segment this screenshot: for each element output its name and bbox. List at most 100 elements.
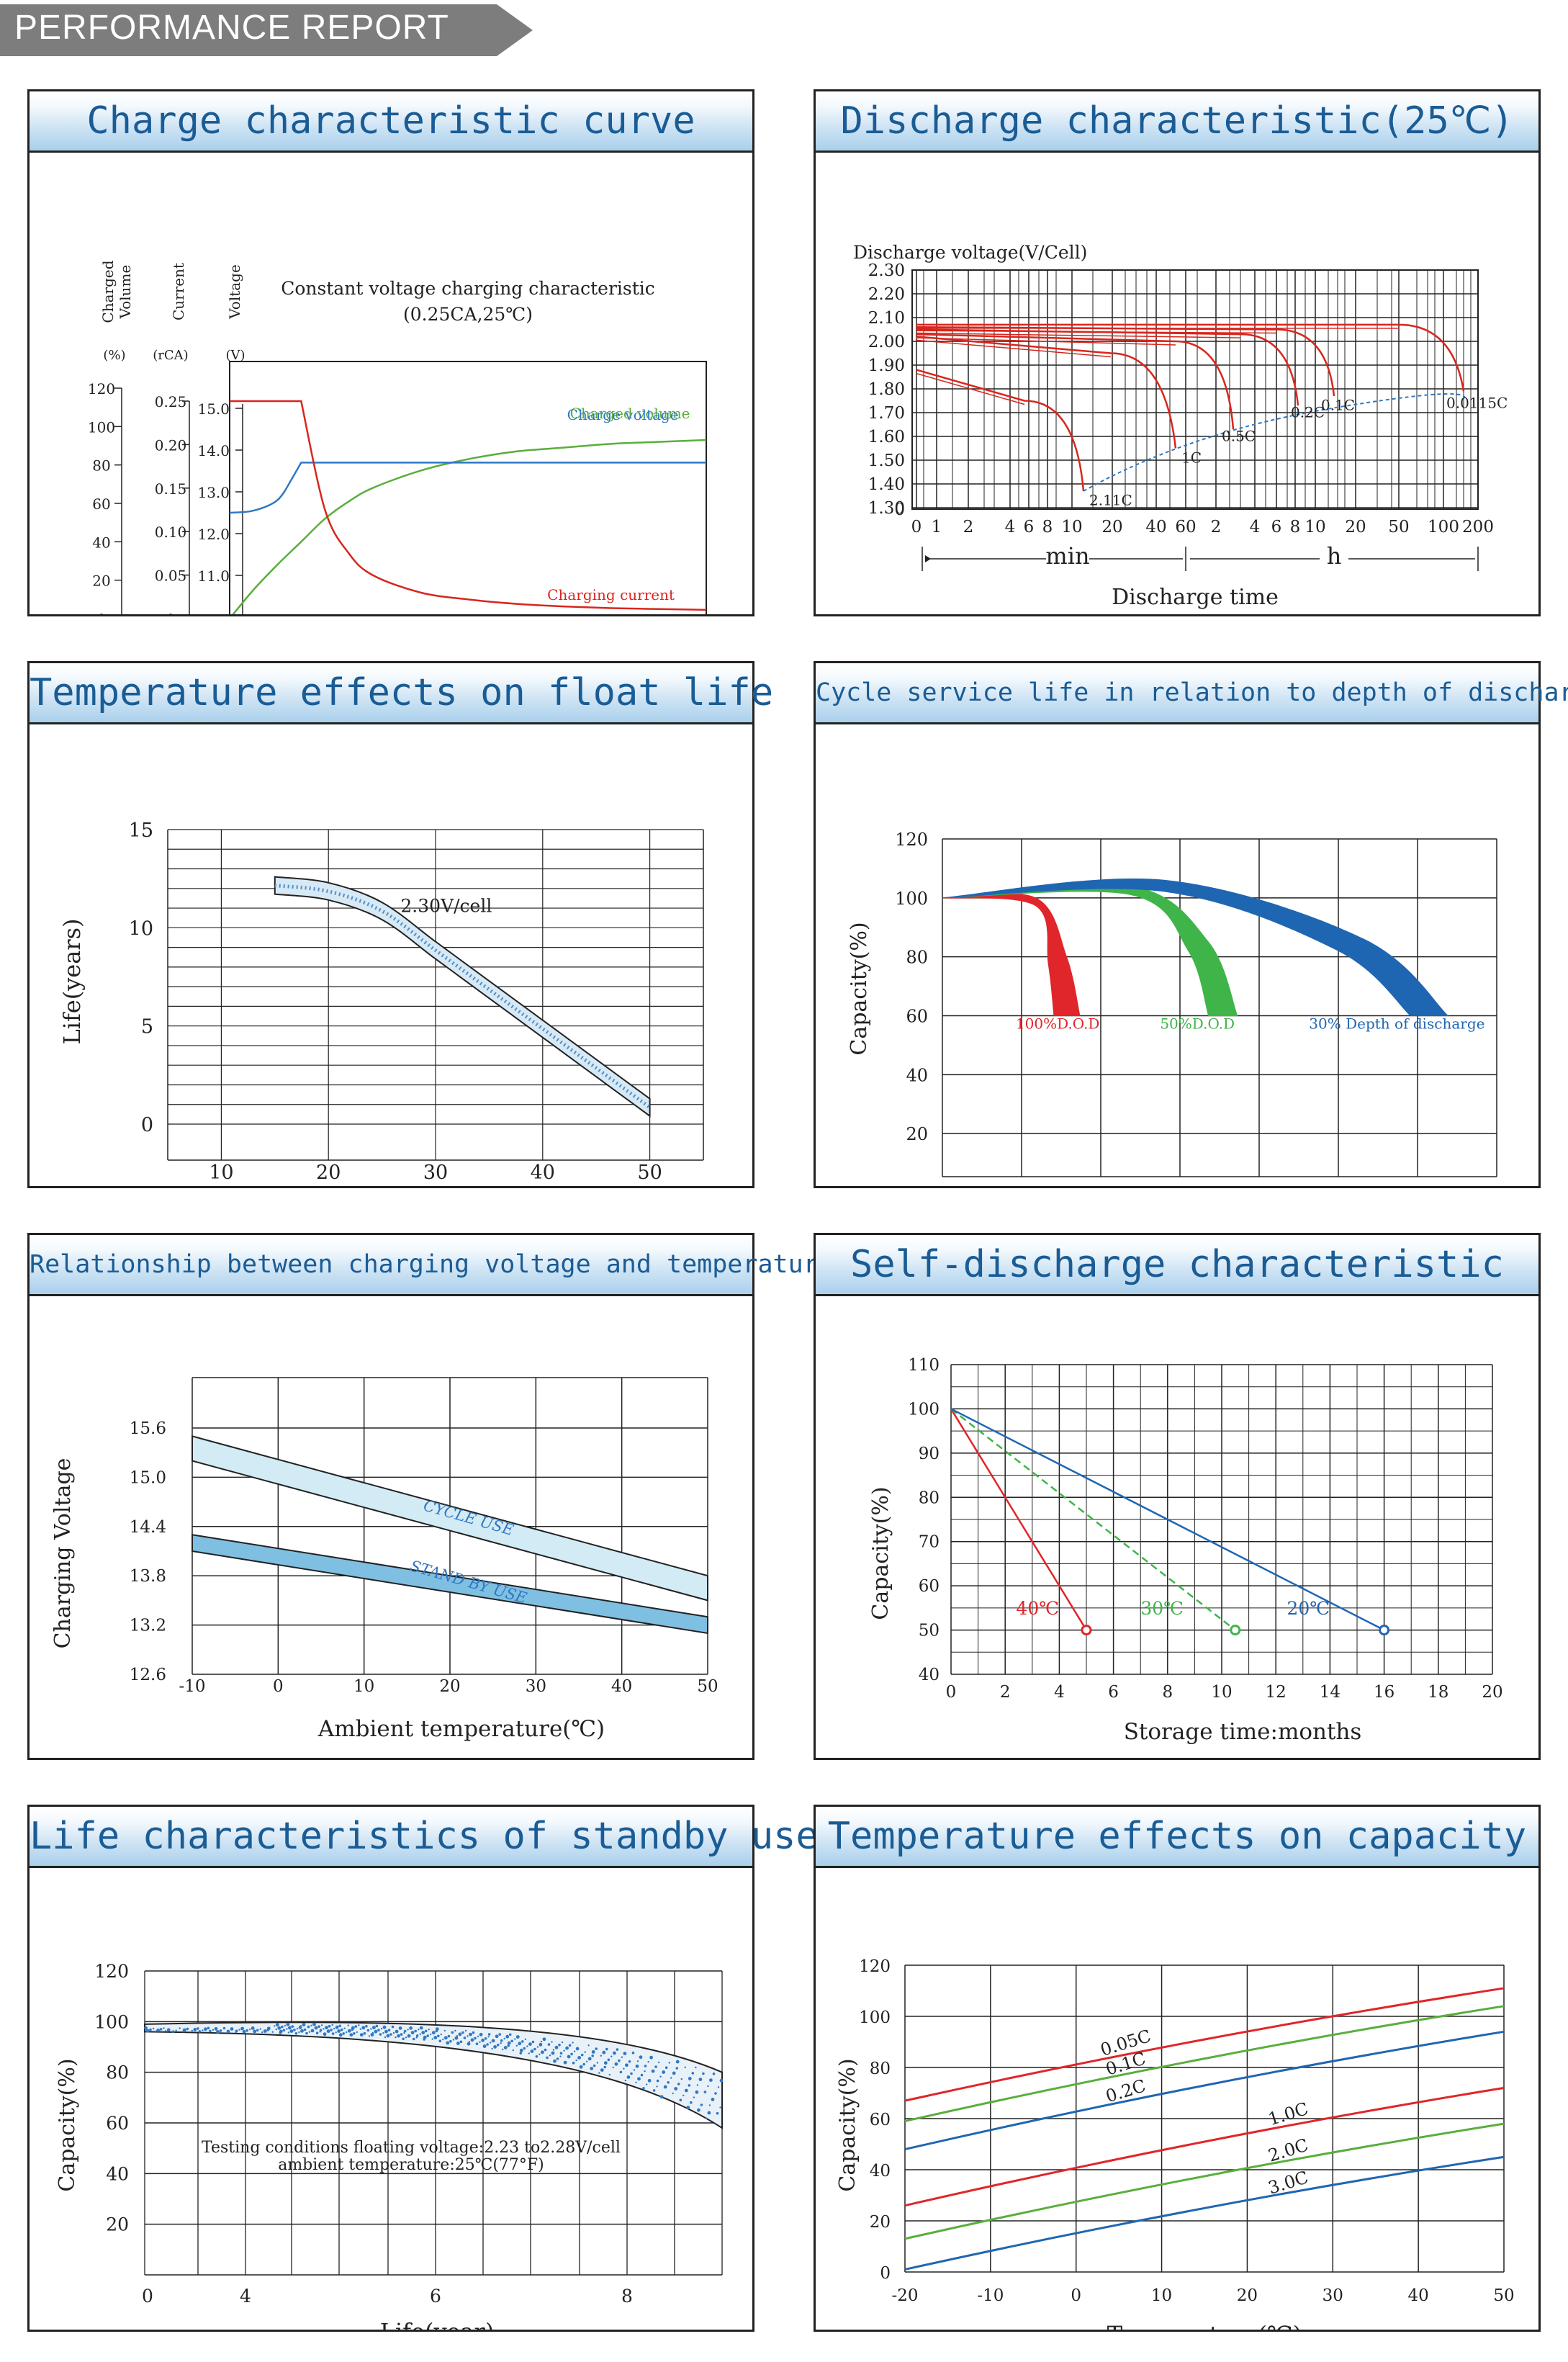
discharge-curve-4: [916, 325, 1335, 397]
x-tick-label: 10: [1305, 518, 1325, 536]
band-dot: [377, 2029, 380, 2031]
panel-discharge: Discharge characteristic(25℃) Discharge …: [814, 89, 1541, 616]
band-dot: [463, 2037, 467, 2039]
band-dot: [204, 2027, 207, 2031]
self-discharge-line-1: [950, 1408, 1236, 1631]
band-dot: [586, 2060, 588, 2062]
band-dot: [253, 2029, 257, 2034]
band-dot: [554, 2045, 559, 2049]
discharge-curve-3: [916, 328, 1299, 406]
x-axis-label: Ambient temperature(℃): [317, 1716, 605, 1742]
y-tick-label: 10: [129, 917, 153, 940]
y-axis-title: Charging Voltage: [50, 1458, 76, 1649]
band-dot: [319, 2029, 323, 2031]
band-dot: [400, 2033, 403, 2036]
band-dot: [628, 2060, 631, 2063]
band-dot: [635, 2081, 637, 2083]
x-tick-label: 6: [1108, 1683, 1119, 1702]
band-dot: [631, 2051, 635, 2055]
y-tick-label: 100: [94, 2011, 129, 2032]
y-tick-label: 11.0: [197, 567, 230, 585]
band-dot: [637, 2077, 641, 2081]
band-dot: [235, 2031, 237, 2034]
capacity-line-2: [904, 2030, 1505, 2151]
band-dot: [443, 2029, 446, 2032]
y-tick-label: 13.2: [130, 1617, 166, 1635]
band-dot: [323, 2028, 325, 2030]
y-tick-label: 60: [906, 1007, 928, 1027]
band-dot: [672, 2092, 674, 2095]
y-tick-label: 2.00: [868, 333, 905, 351]
band-dot: [664, 2066, 668, 2069]
band-dot: [608, 2073, 610, 2076]
band-dot: [277, 2026, 281, 2030]
band-dot: [621, 2056, 623, 2058]
axis-unit-current: (rCA): [153, 348, 188, 363]
panel-header: [30, 91, 752, 153]
band-dot: [437, 2034, 440, 2038]
curve-label: 0.0115C: [1446, 394, 1508, 411]
band-dot: [468, 2041, 471, 2043]
panel-title: Discharge characteristic(25℃): [840, 99, 1514, 143]
y-tick-label: 12.6: [130, 1666, 166, 1684]
band-dot: [514, 2038, 516, 2040]
x-tick-label: 200: [1462, 518, 1494, 536]
x-tick-label: -20: [891, 2286, 918, 2305]
band-dot: [242, 2030, 246, 2034]
band-dot: [449, 2039, 452, 2043]
band-dot: [481, 2038, 485, 2042]
band-dot: [697, 2108, 700, 2112]
band-dot: [359, 2028, 361, 2030]
band-dot: [216, 2030, 220, 2034]
band-dot: [384, 2036, 387, 2039]
band-dot: [505, 2034, 510, 2039]
band-dot: [209, 2029, 212, 2033]
band-dot: [274, 2025, 276, 2027]
band-dot: [649, 2055, 653, 2060]
band-dot: [512, 2049, 514, 2052]
band-dot: [331, 2032, 335, 2035]
band-dot: [656, 2079, 659, 2083]
band-dot: [616, 2048, 619, 2051]
banner-shape: [0, 4, 533, 56]
band-label: 2.30V/cell: [400, 896, 492, 917]
y-tick-label: 120: [88, 380, 115, 398]
band-dot: [271, 2031, 274, 2033]
cycle-band-1: [942, 884, 1238, 1016]
y-tick-label: 120: [94, 1961, 129, 1982]
x-tick-label: 20: [1101, 518, 1122, 536]
y-axis-title: Discharge voltage(V/Cell): [853, 242, 1087, 263]
standby-band: [144, 2021, 723, 2129]
y-tick-label: 80: [106, 2062, 129, 2083]
band-dot: [523, 2047, 526, 2050]
band-dot: [544, 2048, 547, 2052]
test-conditions-note: Testing conditions floating voltage:2.23…: [202, 2139, 621, 2157]
y-tick-label: 60: [92, 495, 110, 513]
band-dot: [291, 2025, 294, 2028]
band-dot: [175, 2029, 177, 2031]
x-tick-label: 8: [621, 2286, 633, 2307]
label-charge-voltage: Charge voltage: [567, 406, 679, 423]
band-dot: [684, 2088, 688, 2093]
band-dot: [374, 2029, 378, 2034]
band-dot: [320, 2024, 323, 2026]
y-tick-label: 20: [106, 2214, 129, 2235]
series-charge-voltage: [229, 462, 706, 514]
panel-title: Life characteristics of standby use: [30, 1815, 819, 1858]
band-dot: [515, 2035, 520, 2039]
panel-header: [30, 1807, 752, 1868]
chart-cycle-life: 1201008060402003005008001000150020002500…: [847, 830, 1497, 1177]
band-dot: [691, 2072, 695, 2075]
curve-label: 2.11C: [1089, 492, 1132, 509]
band-dot: [414, 2029, 417, 2033]
panel-header: [816, 663, 1538, 724]
x-tick-label: 30: [423, 1162, 448, 1184]
x-tick-label: 20: [316, 1162, 341, 1184]
band-dot: [495, 2034, 499, 2039]
band-dot: [674, 2087, 678, 2091]
band-dot: [565, 2046, 569, 2050]
y-tick-label: 5: [141, 1016, 153, 1038]
band-dot: [193, 2028, 197, 2031]
band-dot: [154, 2030, 156, 2032]
series-label: 30℃: [1140, 1598, 1184, 1619]
